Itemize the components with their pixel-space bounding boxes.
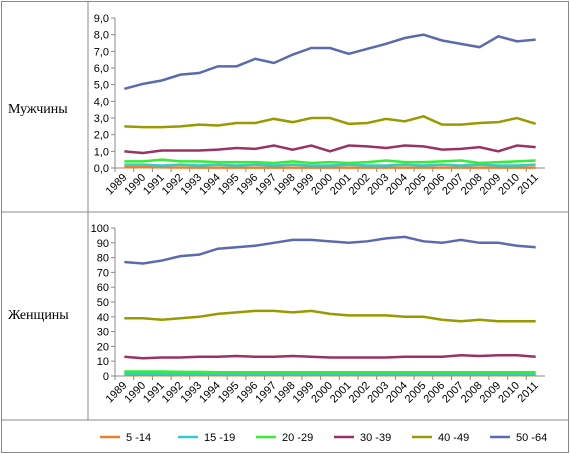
y-tick-label: 20 [97,341,109,353]
y-tick-label: 6,0 [94,63,109,75]
legend-label: 50 -64 [516,432,547,444]
y-tick-label: 100 [91,223,109,235]
series-line [124,165,536,169]
y-tick-label: 3,0 [94,113,109,125]
y-tick-label: 40 [97,312,109,324]
panel-label: Женщины [8,308,69,323]
legend-label: 5 -14 [126,432,151,444]
y-tick-label: 8,0 [94,30,109,42]
series-line [124,115,537,129]
y-tick-label: 1,0 [94,146,109,158]
series-line [124,33,536,91]
y-tick-label: 0,0 [94,163,109,175]
y-tick-label: 5,0 [94,80,109,92]
y-tick-label: 7,0 [94,46,109,58]
series-line [124,144,536,155]
series-line [124,354,536,360]
legend-label: 20 -29 [282,432,313,444]
legend-label: 30 -39 [360,432,391,444]
y-tick-label: 90 [97,238,109,250]
series-line [124,370,536,374]
panel-label: Мужчины [8,102,68,117]
x-tick-label: 2011 [516,172,541,197]
y-tick-label: 10 [97,356,109,368]
series-line [124,309,536,323]
y-tick-label: 80 [97,253,109,265]
x-tick-label: 2011 [516,380,541,405]
legend-label: 40 -49 [438,432,469,444]
y-tick-label: 4,0 [94,96,109,108]
y-tick-label: 2,0 [94,130,109,142]
y-tick-label: 30 [97,327,109,339]
series-line [124,163,536,167]
y-tick-label: 50 [97,297,109,309]
y-tick-label: 0 [103,371,109,383]
legend-label: 15 -19 [204,432,235,444]
series-line [124,235,536,265]
y-tick-label: 70 [97,267,109,279]
y-tick-label: 60 [97,282,109,294]
series-line [124,158,536,165]
y-tick-label: 9,0 [94,13,109,25]
